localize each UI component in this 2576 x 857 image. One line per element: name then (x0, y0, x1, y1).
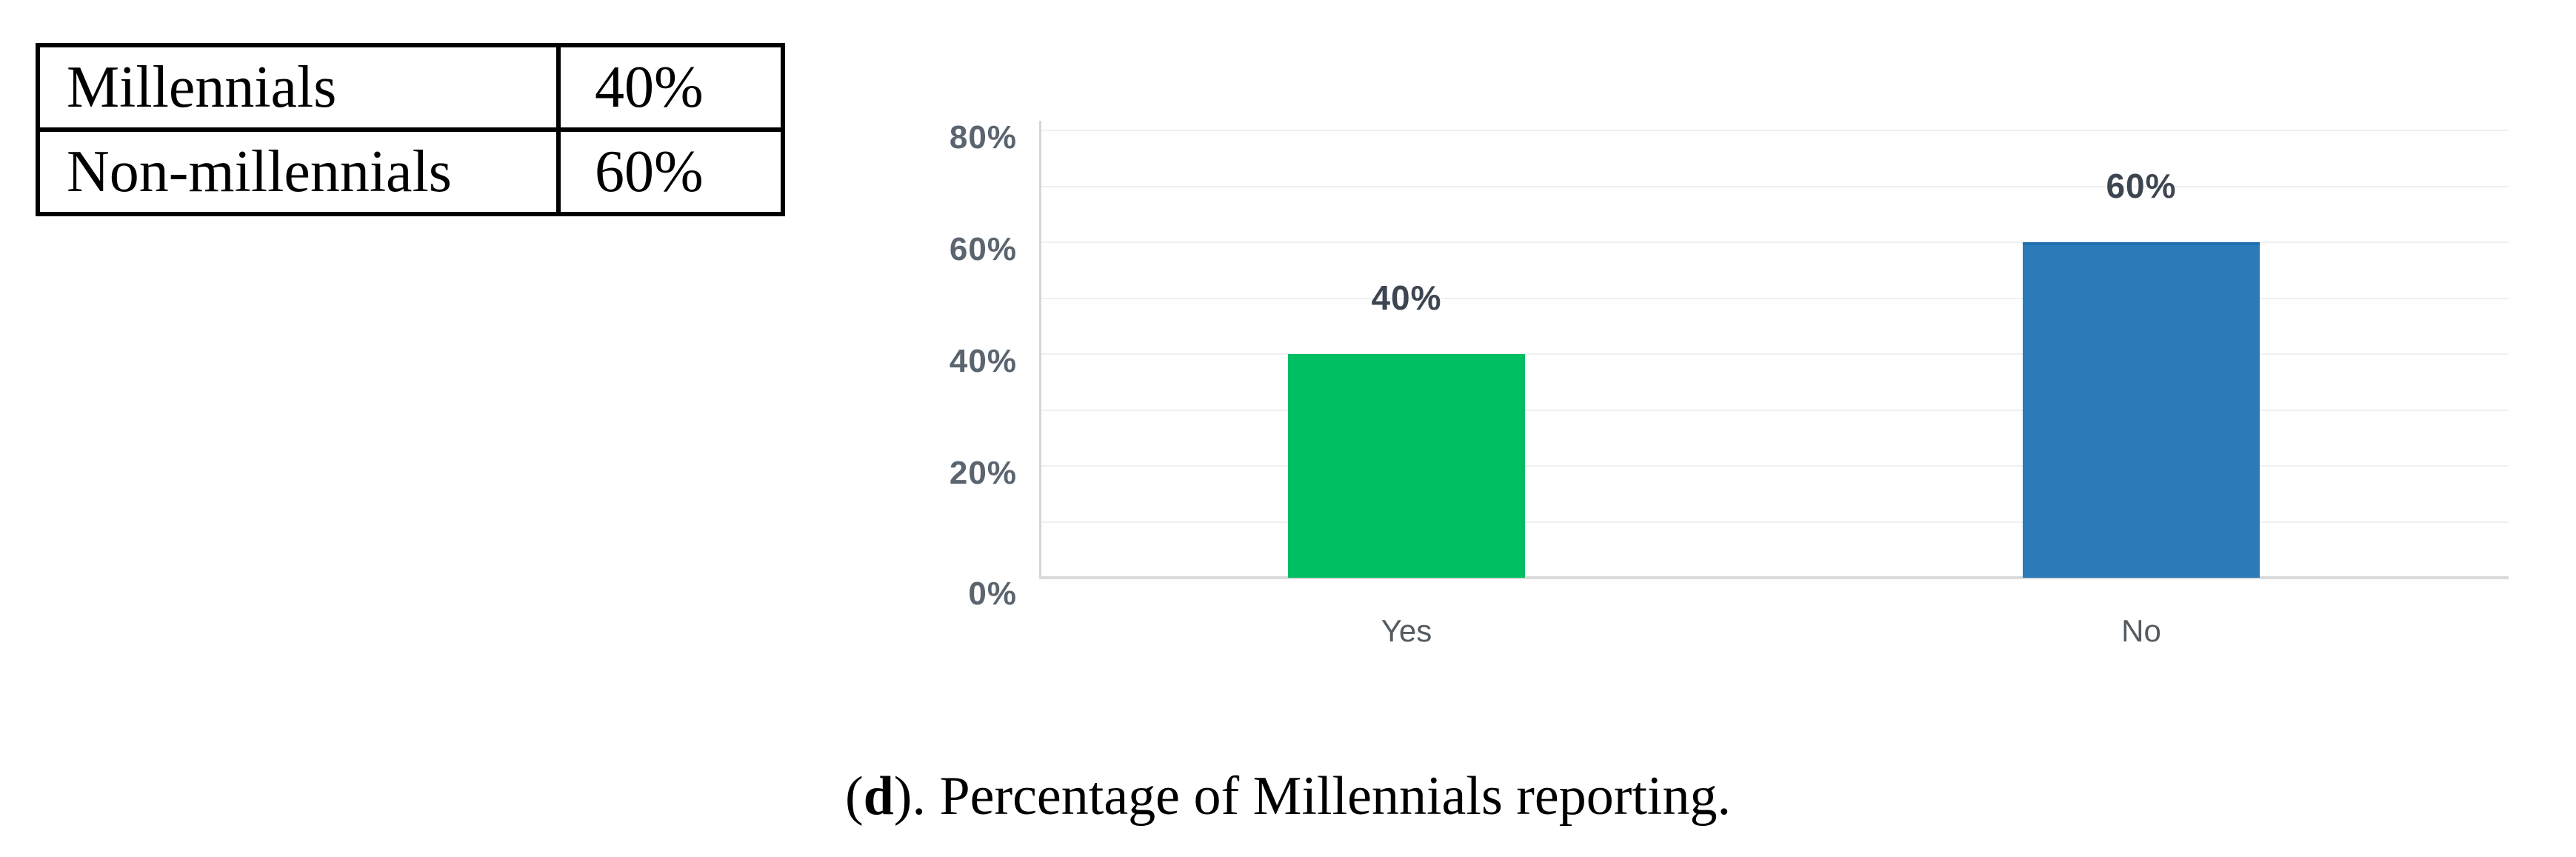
gridline-20 (1039, 465, 2509, 467)
caption-text: ). Percentage of Millennials reporting. (893, 766, 1731, 827)
table-cell-label: Non-millennials (36, 127, 561, 216)
y-tick-label-40: 40% (949, 343, 1017, 379)
table-cell-label: Millennials (36, 43, 561, 132)
y-axis-line (1039, 121, 1041, 578)
table-cell-value: 40% (556, 43, 785, 132)
bar-value-label-yes: 40% (1371, 279, 1442, 317)
bar-yes (1288, 354, 1525, 578)
y-tick-label-80: 80% (949, 119, 1017, 156)
table-row: Millennials 40% (36, 43, 785, 132)
y-tick-label-0: 0% (968, 576, 1017, 612)
caption-paren-open: ( (844, 766, 864, 827)
summary-table: Millennials 40% Non-millennials 60% (36, 43, 785, 216)
category-label-yes: Yes (1381, 613, 1432, 648)
category-label-no: No (2121, 613, 2161, 648)
bar-value-label-no: 60% (2106, 167, 2177, 205)
gridline-80 (1039, 130, 2509, 131)
summary-table-body: Millennials 40% Non-millennials 60% (36, 43, 785, 216)
gridline-10 (1039, 521, 2509, 523)
gridline-30 (1039, 409, 2509, 411)
caption-panel-letter: d (863, 766, 894, 827)
table-cell-value: 60% (556, 127, 785, 216)
gridline-40 (1039, 353, 2509, 355)
bar-chart-plot-area: 40% 60% Yes No 0% 20% 40% 60% 80% (950, 121, 2509, 647)
gridline-60 (1039, 241, 2509, 243)
x-axis-baseline (1039, 576, 2509, 579)
bar-no (2023, 242, 2260, 578)
figure-caption: (d). Percentage of Millennials reporting… (0, 767, 2576, 825)
gridline-50 (1039, 297, 2509, 299)
y-tick-label-20: 20% (949, 455, 1017, 491)
y-tick-label-60: 60% (949, 231, 1017, 267)
gridline-70 (1039, 185, 2509, 187)
table-row: Non-millennials 60% (36, 127, 785, 216)
